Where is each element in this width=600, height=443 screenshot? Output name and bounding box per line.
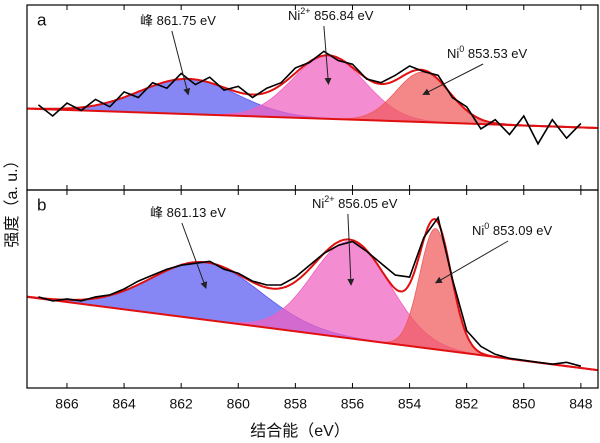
panel-frame xyxy=(26,189,599,389)
annotation-sup: 2+ xyxy=(324,194,334,204)
annotation-text: 856.84 eV xyxy=(311,8,374,23)
annotation-text: 853.53 eV xyxy=(464,46,527,61)
panel: 866 864 862 860 858 856 854 852 850 848 b 峰 861.13 … xyxy=(26,189,599,412)
annotation: 峰 861.75 eV xyxy=(140,13,216,28)
x-tick-label: 848 xyxy=(569,396,593,412)
annotation-text: 853.09 eV xyxy=(489,223,552,238)
annotation-sup: 0 xyxy=(459,44,464,54)
annotation-sup: 0 xyxy=(484,221,489,231)
x-tick-label: 854 xyxy=(398,396,422,412)
annotation-text: Ni xyxy=(288,8,300,23)
x-tick-label: 858 xyxy=(284,396,308,412)
raw-spectrum xyxy=(37,50,582,146)
x-tick-label: 852 xyxy=(455,396,479,412)
annotation-arrow xyxy=(434,240,509,284)
annotation-text: Ni xyxy=(447,46,459,61)
annotation: Ni0 853.53 eV xyxy=(447,44,528,61)
annotation-arrow xyxy=(422,63,484,96)
x-tick-label: 864 xyxy=(112,396,136,412)
annotation-text: 峰 861.75 eV xyxy=(140,13,216,28)
fit-component xyxy=(27,55,598,129)
x-axis-label: 结合能（eV） xyxy=(250,422,350,440)
y-axis-label: 强度（a. u.） xyxy=(3,152,21,247)
x-tick-label: 860 xyxy=(227,396,251,412)
x-tick-label: 850 xyxy=(512,396,536,412)
annotation-text: 峰 861.13 eV xyxy=(150,205,226,220)
panel-label: b xyxy=(37,195,46,214)
fit-envelope xyxy=(26,218,599,372)
raw-spectrum xyxy=(38,215,582,367)
annotation: Ni2+ 856.05 eV xyxy=(312,194,398,211)
annotation: 峰 861.13 eV xyxy=(150,205,226,220)
annotation-arrow xyxy=(323,25,332,85)
annotation-sup: 2+ xyxy=(300,6,310,16)
annotation: Ni2+ 856.84 eV xyxy=(288,6,374,23)
annotation-text: 856.05 eV xyxy=(335,196,398,211)
annotation: Ni0 853.09 eV xyxy=(472,221,553,238)
annotation-arrow xyxy=(171,30,191,96)
x-tick-label: 866 xyxy=(55,396,79,412)
annotation-arrow xyxy=(181,222,208,289)
x-tick-label: 856 xyxy=(341,396,365,412)
annotation-text: Ni xyxy=(312,196,324,211)
annotation-text: Ni xyxy=(472,223,484,238)
annotation-arrow xyxy=(347,213,355,286)
x-tick-label: 862 xyxy=(169,396,193,412)
panel-label: a xyxy=(37,10,47,29)
